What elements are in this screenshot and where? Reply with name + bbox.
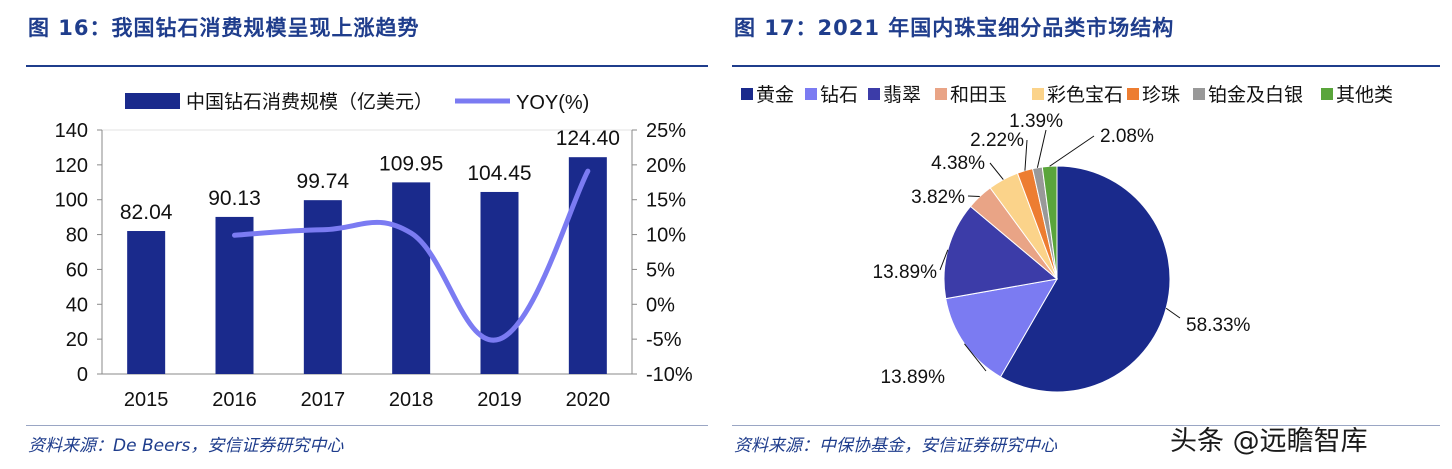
y-left-tick-label: 40 [66, 294, 88, 316]
source-rule-right [732, 425, 1440, 426]
pie-leader-line [1024, 139, 1028, 171]
y-right-tick-label: 0% [646, 294, 675, 316]
legend-label: 翡翠 [883, 84, 921, 106]
pie-data-label: 58.33% [1186, 315, 1251, 336]
pie-slice-1 [945, 278, 1058, 378]
y-left-tick-label: 80 [66, 225, 88, 247]
legend-label: 彩色宝石 [1047, 84, 1123, 106]
pie-data-label: 3.82% [911, 187, 965, 208]
legend-label: 和田玉 [950, 84, 1007, 106]
legend-bar-swatch [125, 93, 180, 109]
diamond-consumption-chart: 0 20 40 60 80 100 120 140 -10% -5% 0% 5% 10% 15% 20% 25… [55, 91, 693, 411]
x-tick-label: 2019 [477, 389, 522, 411]
x-tick-label: 2020 [566, 389, 611, 411]
pie-leader-line [964, 343, 987, 372]
source-note-left: 资料来源：De Beers，安信证券研究中心 [28, 436, 344, 456]
y-left-tick-label: 0 [77, 364, 88, 386]
x-tick-label: 2016 [212, 389, 257, 411]
title-rule-right [732, 65, 1440, 67]
pie-data-label: 1.39% [1009, 111, 1063, 132]
pie-leader-line [1049, 135, 1095, 167]
bar-data-label: 124.40 [556, 127, 620, 150]
pie-leader-line [967, 195, 980, 198]
y-right-tick-label: 10% [646, 225, 686, 247]
jewelry-structure-pie-chart: 黄金 钻石 翡翠 和田玉 彩色宝石 珍珠 铂金及白银 其他类 58.33% 13.89% 13.89… [741, 84, 1393, 393]
y-right-tick-label: -10% [646, 364, 693, 386]
legend-label: 钻石 [820, 84, 858, 106]
y-left-tick-label: 20 [66, 329, 88, 351]
watermark: 头条 @远瞻智库 [1170, 426, 1368, 457]
y-left-tick-label: 60 [66, 259, 88, 281]
legend-swatch-3 [935, 88, 947, 100]
source-note-right: 资料来源：中保协基金，安信证券研究中心 [734, 436, 1057, 456]
pie-leader-line [1036, 129, 1047, 168]
bar-data-label: 99.74 [297, 170, 350, 193]
y-left-tick-label: 140 [55, 120, 88, 142]
y-right-tick-label: 5% [646, 259, 675, 281]
pie-leader-line [939, 249, 949, 271]
pie-data-label: 2.22% [970, 130, 1024, 151]
y-right-tick-label: 15% [646, 190, 686, 212]
y-left-tick-label: 100 [55, 190, 88, 212]
bar-data-label: 104.45 [467, 162, 531, 185]
pie-slice-0 [999, 165, 1171, 393]
x-tick-label: 2018 [389, 389, 434, 411]
legend-bar-label: 中国钻石消费规模（亿美元） [186, 91, 433, 113]
yoy-series-line [232, 168, 591, 343]
legend-swatch-0 [741, 88, 753, 100]
legend-swatch-5 [1127, 88, 1139, 100]
bar-data-label: 90.13 [208, 187, 261, 210]
legend-swatch-1 [805, 88, 817, 100]
y-right-tick-label: 25% [646, 120, 686, 142]
source-rule-left [26, 425, 708, 426]
figure-17-title: 图 17：2021 年国内珠宝细分品类市场结构 [734, 16, 1175, 40]
bar-2020 [568, 157, 607, 374]
bar-2018 [392, 182, 431, 374]
legend-label: 黄金 [756, 84, 794, 106]
pie-data-label: 2.08% [1100, 126, 1154, 147]
x-tick-label: 2015 [124, 389, 169, 411]
y-right-tick-label: -5% [646, 329, 682, 351]
y-left-tick-label: 120 [55, 155, 88, 177]
figure-16-title: 图 16：我国钻石消费规模呈现上涨趋势 [28, 16, 420, 40]
bar-data-label: 109.95 [379, 152, 443, 175]
pie-data-label: 4.38% [931, 153, 985, 174]
legend-label: 珍珠 [1142, 84, 1180, 106]
pie-leader-line [1165, 307, 1181, 319]
bar-2019 [480, 191, 519, 374]
legend-swatch-7 [1321, 88, 1333, 100]
pie-data-label: 13.89% [873, 262, 938, 283]
title-rule-left [26, 65, 708, 67]
legend-swatch-4 [1032, 88, 1044, 100]
legend-line-label: YOY(%) [516, 92, 589, 114]
legend-swatch-6 [1193, 88, 1205, 100]
bar-data-label: 82.04 [120, 201, 173, 224]
legend-label: 铂金及白银 [1208, 84, 1303, 106]
pie-slice-7 [1041, 165, 1058, 280]
y-right-tick-label: 20% [646, 155, 686, 177]
x-tick-label: 2017 [301, 389, 346, 411]
bar-2015 [127, 231, 166, 374]
legend-swatch-2 [868, 88, 880, 100]
bar-2016 [215, 216, 254, 374]
legend-label: 其他类 [1336, 84, 1393, 106]
pie-data-label: 13.89% [881, 367, 946, 388]
pie-leader-line [989, 162, 1004, 180]
